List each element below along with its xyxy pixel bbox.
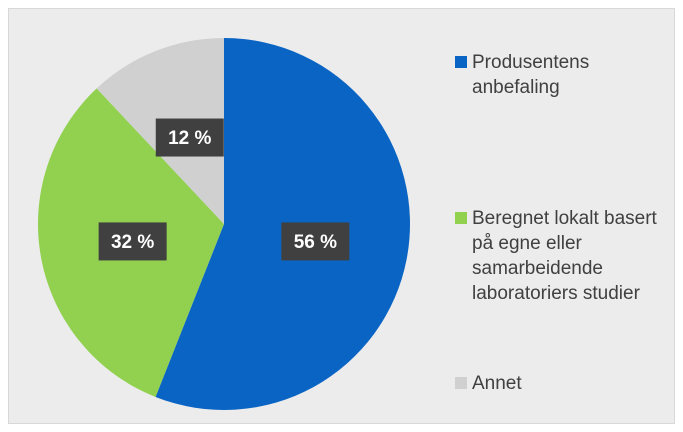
data-label: 56 %	[294, 232, 337, 253]
legend-label: Annet	[472, 373, 522, 394]
legend-swatch	[455, 377, 467, 389]
legend-swatch	[455, 56, 467, 68]
legend-swatch	[455, 212, 467, 224]
data-label: 12 %	[168, 128, 211, 149]
legend-label: Beregnet lokalt basert på egne eller sam…	[472, 208, 657, 304]
data-label-box	[98, 222, 167, 261]
data-label-box	[281, 222, 350, 261]
data-label: 32 %	[111, 232, 154, 253]
data-label-box	[155, 118, 224, 157]
legend-label: Produsentens anbefaling	[472, 52, 590, 98]
